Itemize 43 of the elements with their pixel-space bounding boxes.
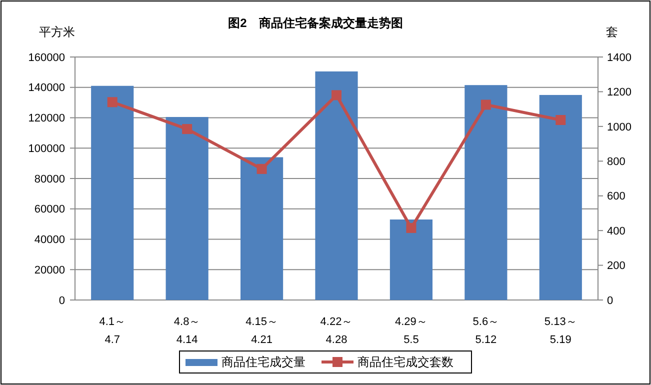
- point: [107, 97, 118, 108]
- y-tick-label: 100000: [28, 142, 65, 155]
- bar: [390, 220, 433, 300]
- y-tick-label: 20000: [34, 264, 65, 276]
- y2-tick-label: 0: [607, 294, 614, 307]
- bar: [315, 71, 358, 300]
- legend-label: 商品住宅成交量: [222, 355, 306, 370]
- x-tick-label: 5.6～ 5.12: [472, 316, 500, 346]
- y-tick-label: 40000: [34, 234, 65, 246]
- x-tick-label: 4.22～ 4.28: [320, 316, 353, 346]
- bar: [464, 85, 508, 300]
- y2-tick-label: 1000: [607, 121, 632, 134]
- bar: [166, 116, 208, 300]
- y-axis-title: 平方米: [39, 25, 75, 39]
- point: [332, 90, 342, 100]
- x-tick-label: 5.13～ 5.19: [544, 316, 577, 346]
- y-tick-label: 120000: [28, 112, 65, 125]
- x-tick-label: 4.29～ 5.5: [395, 316, 428, 346]
- y-tick-label: 60000: [34, 204, 65, 216]
- bar: [240, 157, 284, 300]
- point: [256, 164, 267, 174]
- y-tick-label: 0: [58, 294, 65, 307]
- point: [480, 100, 491, 110]
- y2-tick-label: 800: [607, 156, 626, 168]
- bar: [539, 94, 582, 300]
- y2-tick-label: 200: [607, 260, 626, 272]
- x-tick-label: 4.1～ 4.7: [99, 316, 126, 346]
- y-tick-label: 160000: [28, 52, 65, 64]
- bar: [91, 86, 134, 300]
- legend-label: 商品住宅成交套数: [358, 355, 454, 370]
- y2-tick-label: 1200: [607, 86, 632, 99]
- y-tick-label: 140000: [28, 82, 65, 94]
- x-tick-label: 4.15～ 4.21: [246, 316, 278, 346]
- point: [406, 222, 416, 233]
- y2-axis-title: 套: [606, 25, 618, 39]
- y2-tick-label: 400: [607, 225, 626, 238]
- x-tick-label: 4.8～ 4.14: [174, 316, 200, 346]
- y2-tick-label: 600: [607, 190, 626, 203]
- point: [182, 124, 192, 134]
- y-tick-label: 80000: [34, 173, 65, 186]
- chart-title: 图2 商品住宅备案成交量走势图: [228, 16, 403, 30]
- y2-tick-label: 1400: [607, 52, 632, 64]
- point: [556, 115, 566, 126]
